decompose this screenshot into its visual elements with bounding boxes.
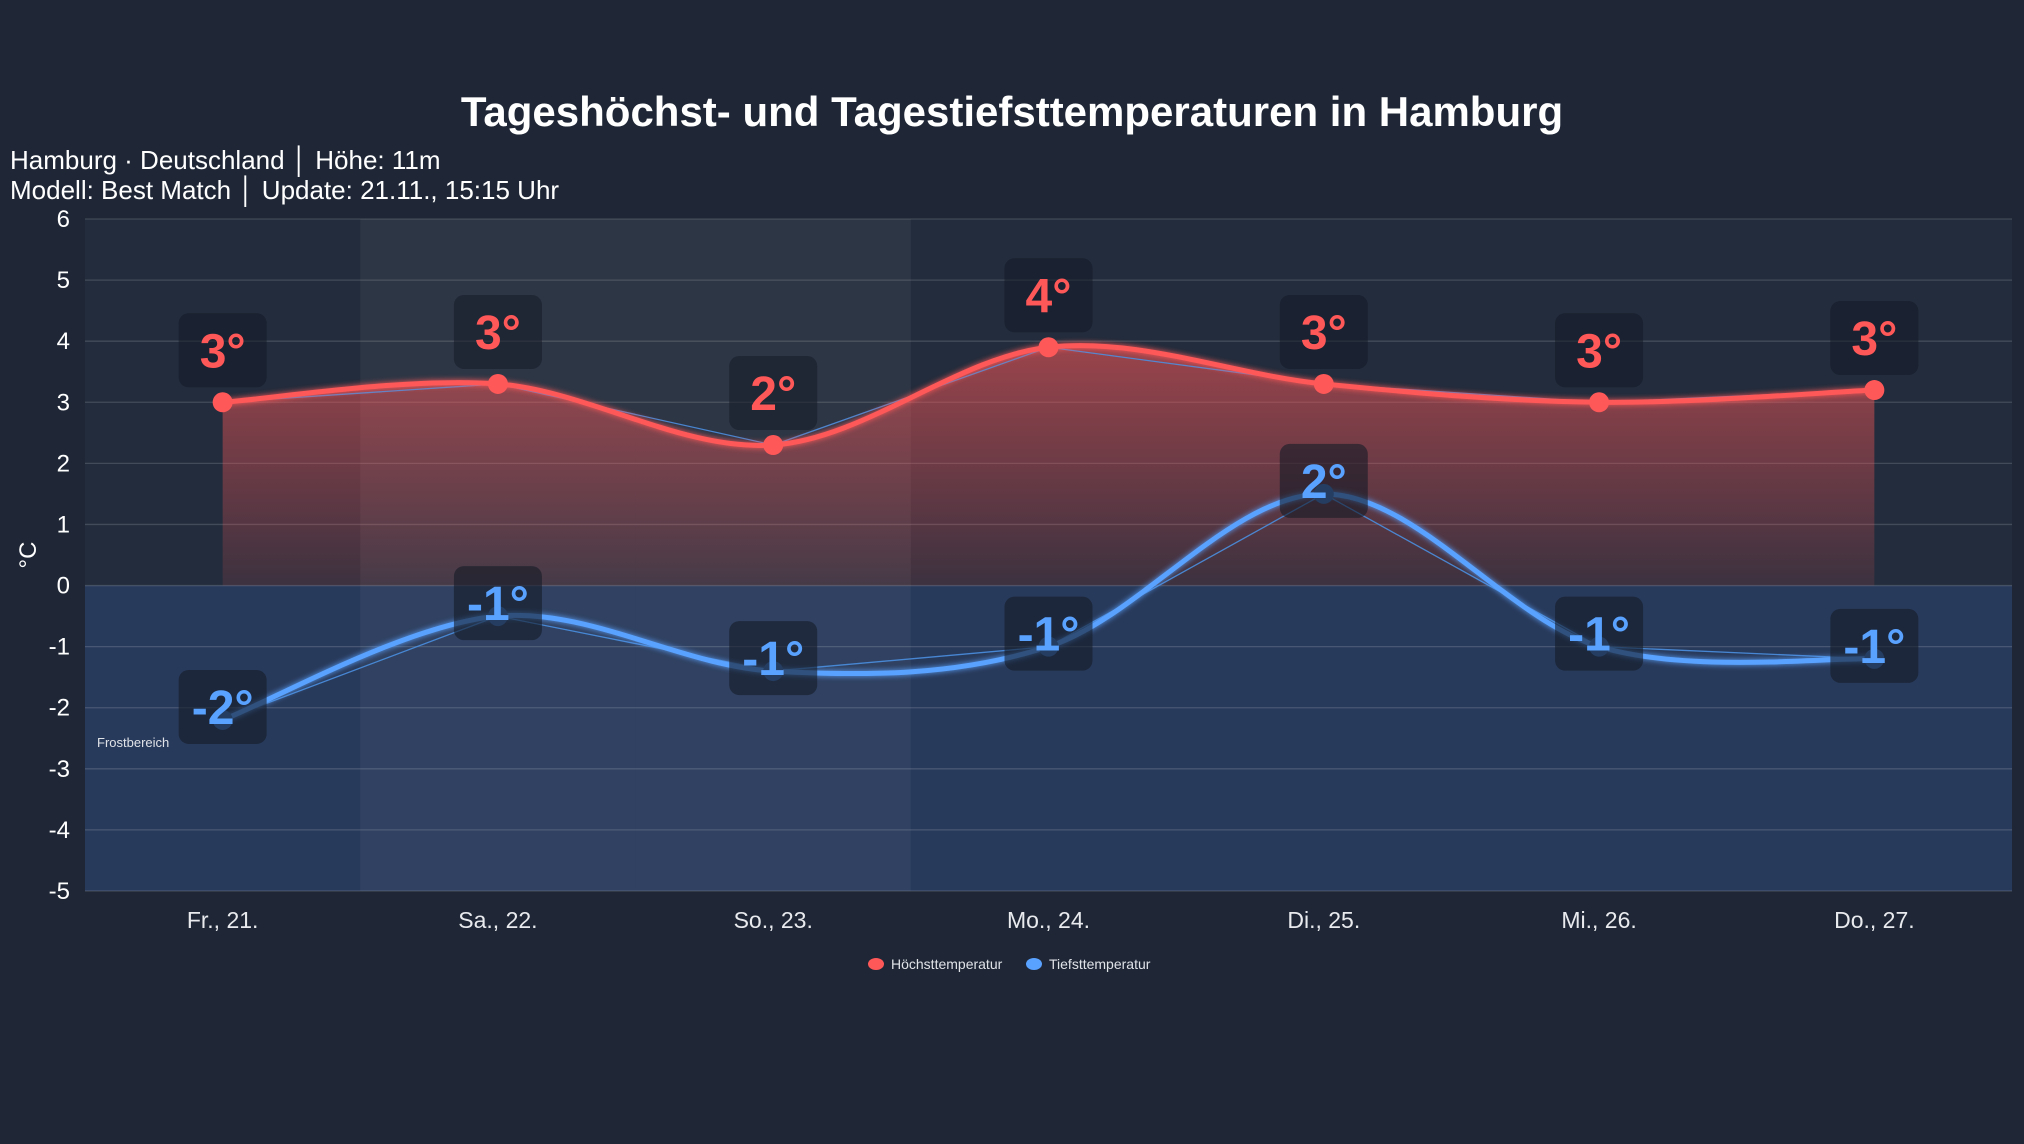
chart-subtitle-location: Hamburg · Deutschland │ Höhe: 11m xyxy=(10,145,441,177)
x-tick-label: Sa., 22. xyxy=(458,907,537,933)
high-label-box xyxy=(1555,313,1644,388)
high-label-box xyxy=(178,313,267,388)
low-temp-label: -1° xyxy=(1018,609,1080,662)
x-tick-label: Fr., 21. xyxy=(187,907,259,933)
high-temp-point xyxy=(1038,337,1059,358)
high-temp-point xyxy=(1313,373,1334,394)
high-temp-point xyxy=(1589,392,1610,413)
high-temp-point xyxy=(212,392,233,413)
low-label-box xyxy=(729,621,818,696)
low-label-box xyxy=(178,669,267,744)
x-tick-label: Do., 27. xyxy=(1834,907,1915,933)
x-tick-label: So., 23. xyxy=(734,907,813,933)
high-temp-label: 3° xyxy=(200,325,246,378)
low-label-box xyxy=(1279,443,1368,518)
high-temp-point xyxy=(763,435,784,456)
high-temp-label: 2° xyxy=(750,368,796,421)
legend-label-low: Tiefsttemperatur xyxy=(1049,956,1151,972)
low-label-box xyxy=(453,566,542,641)
y-tick-label: 4 xyxy=(57,328,70,355)
low-temp-label: -1° xyxy=(742,633,804,686)
high-temp-label: 3° xyxy=(1576,325,1622,378)
high-temp-label: 3° xyxy=(475,307,521,360)
high-temp-area xyxy=(222,345,1875,586)
high-temp-label: 3° xyxy=(1301,307,1347,360)
legend-marker-high xyxy=(868,958,884,970)
y-tick-label: 2 xyxy=(57,450,70,477)
y-tick-label: 6 xyxy=(57,206,70,233)
x-tick-label: Mo., 24. xyxy=(1007,907,1090,933)
y-tick-label: -4 xyxy=(49,817,70,844)
low-label-box xyxy=(1555,596,1644,671)
high-label-box xyxy=(1830,301,1919,376)
y-tick-label: -2 xyxy=(49,695,70,722)
low-temp-label: 2° xyxy=(1301,456,1347,509)
low-temp-label: -1° xyxy=(1843,621,1905,674)
high-temp-label: 4° xyxy=(1026,270,1072,323)
y-tick-label: -1 xyxy=(49,634,70,661)
low-temp-label: -1° xyxy=(1568,609,1630,662)
high-temp-point xyxy=(1864,380,1885,401)
y-tick-label: -3 xyxy=(49,756,70,783)
x-tick-label: Di., 25. xyxy=(1287,907,1360,933)
high-label-box xyxy=(729,356,818,431)
low-temp-label: -1° xyxy=(467,578,529,631)
y-axis-label: °C xyxy=(15,542,42,569)
low-label-box xyxy=(1004,596,1093,671)
low-label-box xyxy=(1830,608,1919,683)
high-label-box xyxy=(1279,294,1368,369)
y-tick-label: 3 xyxy=(57,389,70,416)
y-tick-label: 5 xyxy=(57,267,70,294)
high-label-box xyxy=(1004,258,1093,333)
legend-label-high: Höchsttemperatur xyxy=(891,956,1003,972)
chart-title: Tageshöchst- und Tagestiefsttemperaturen… xyxy=(461,88,1563,135)
y-tick-label: 0 xyxy=(57,573,70,600)
x-tick-label: Mi., 26. xyxy=(1561,907,1636,933)
high-temp-point xyxy=(487,373,508,394)
low-temp-label: -2° xyxy=(192,682,254,735)
y-tick-label: -5 xyxy=(49,878,70,905)
high-temp-label: 3° xyxy=(1851,313,1897,366)
frost-zone-label: Frostbereich xyxy=(97,735,169,750)
legend-marker-low xyxy=(1026,958,1042,970)
chart-subtitle-model: Modell: Best Match │ Update: 21.11., 15:… xyxy=(10,175,559,207)
high-label-box xyxy=(453,294,542,369)
y-tick-label: 1 xyxy=(57,511,70,538)
